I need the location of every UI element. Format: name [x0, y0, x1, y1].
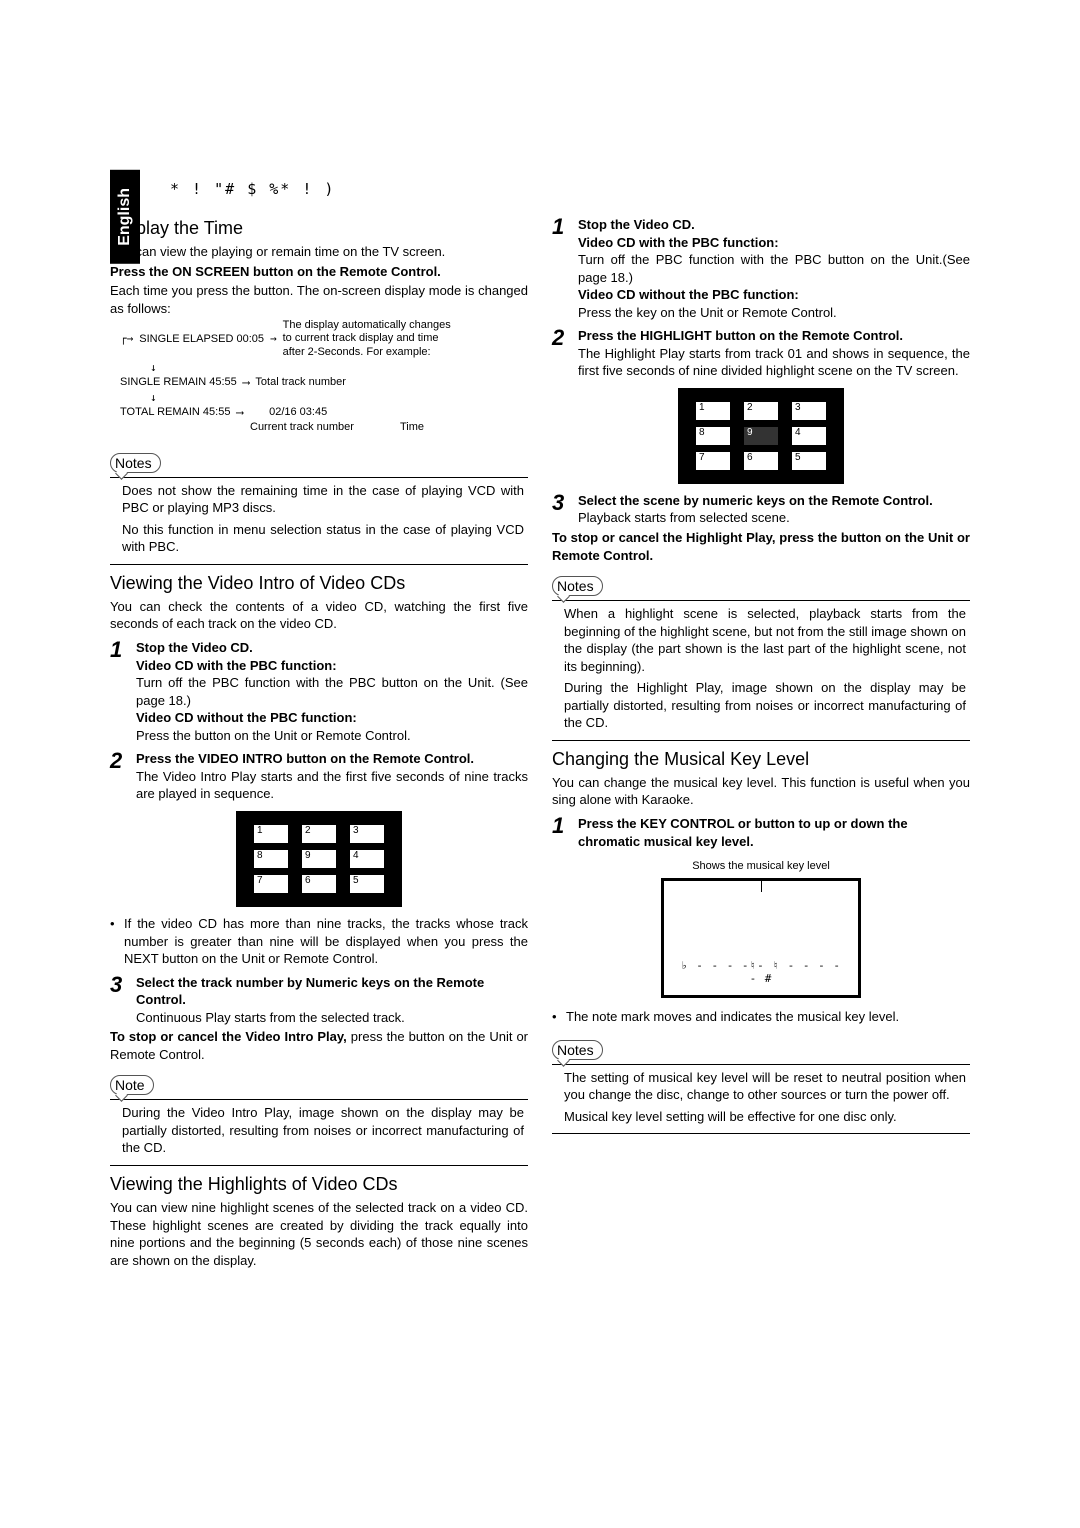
text: You can view the playing or remain time … — [110, 243, 528, 261]
header-symbols: * ! "# $ %* ! ) — [170, 180, 970, 198]
notes-label: Notes — [110, 453, 161, 473]
step-title: Select the scene by numeric keys on the … — [578, 492, 970, 510]
time-display-diagram: ┌→ SINGLE ELAPSED 00:05 → The display au… — [110, 319, 528, 433]
bullet-text: The note mark moves and indicates the mu… — [566, 1008, 899, 1026]
grid-cell: 2 — [743, 401, 779, 421]
step-sub: The Highlight Play starts from track 01 … — [578, 345, 970, 380]
diag-label: Current track number — [250, 421, 354, 433]
note-text: Does not show the remaining time in the … — [110, 482, 528, 521]
note-text: When a highlight scene is selected, play… — [552, 605, 970, 679]
diag-label: Time — [400, 421, 424, 433]
grid-cell: 3 — [349, 824, 385, 844]
scene-grid: 1 2 3 8 9 4 7 6 5 — [236, 811, 402, 907]
step-title: Press the VIDEO INTRO button on the Remo… — [136, 750, 528, 768]
step-number: 2 — [552, 327, 570, 349]
diag-label: SINGLE REMAIN 45:55 — [120, 376, 237, 388]
grid-cell: 9 — [743, 426, 779, 446]
grid-cell: 8 — [253, 849, 289, 869]
diag-label: SINGLE ELAPSED 00:05 — [139, 333, 264, 345]
text: To stop or cancel the Video Intro Play, … — [110, 1028, 528, 1063]
text-bold: To stop or cancel the Highlight Play, pr… — [552, 529, 970, 564]
diag-counter: 02/16 03:45 — [269, 406, 327, 418]
divider — [110, 477, 528, 478]
text: Each time you press the button. The on-s… — [110, 282, 528, 317]
step-sub-bold: Video CD without the PBC function: — [136, 709, 528, 727]
diag-label: TOTAL REMAIN 45:55 — [120, 406, 230, 418]
step-number: 1 — [552, 216, 570, 238]
key-caption: Shows the musical key level — [661, 860, 861, 872]
notes-label: Notes — [552, 576, 603, 596]
step-sub: Press the button on the Unit or Remote C… — [136, 727, 528, 745]
grid-cell: 6 — [743, 451, 779, 471]
heading-display-time: Display the Time — [110, 218, 528, 239]
heading-highlights: Viewing the Highlights of Video CDs — [110, 1174, 528, 1195]
step-number: 2 — [110, 750, 128, 772]
step-sub: Turn off the PBC function with the PBC b… — [578, 251, 970, 286]
text: You can change the musical key level. Th… — [552, 774, 970, 809]
divider — [552, 740, 970, 741]
step-number: 1 — [552, 815, 570, 837]
diag-desc: The display automatically changes to cur… — [283, 319, 463, 359]
step-sub-bold: Video CD with the PBC function: — [578, 234, 970, 252]
right-column: 1 Stop the Video CD. Video CD with the P… — [552, 210, 970, 1271]
divider — [110, 564, 528, 565]
scene-grid: 1 2 3 8 9 4 7 6 5 — [678, 388, 844, 484]
text-bold: To stop or cancel the Video Intro Play, — [110, 1029, 347, 1044]
divider — [110, 1165, 528, 1166]
text: You can check the contents of a video CD… — [110, 598, 528, 633]
step-title: Select the track number by Numeric keys … — [136, 974, 528, 1009]
grid-cell: 2 — [301, 824, 337, 844]
left-column: Display the Time You can view the playin… — [110, 210, 528, 1271]
grid-cell: 1 — [253, 824, 289, 844]
step-sub: Press the key on the Unit or Remote Cont… — [578, 304, 970, 322]
divider — [110, 1099, 528, 1100]
note-text: During the Video Intro Play, image shown… — [110, 1104, 528, 1161]
grid-cell: 8 — [695, 426, 731, 446]
step-sub-bold: Video CD with the PBC function: — [136, 657, 528, 675]
diag-label: Total track number — [255, 376, 345, 388]
note-label: Note — [110, 1075, 154, 1095]
heading-key-level: Changing the Musical Key Level — [552, 749, 970, 770]
grid-cell: 5 — [349, 874, 385, 894]
key-scale: ♭ - - - -♮- ♮ - - - - - # — [674, 959, 848, 985]
grid-cell: 3 — [791, 401, 827, 421]
divider — [552, 1064, 970, 1065]
grid-cell: 4 — [349, 849, 385, 869]
note-text: The setting of musical key level will be… — [552, 1069, 970, 1108]
divider — [552, 1133, 970, 1134]
grid-cell: 7 — [695, 451, 731, 471]
bullet-text: If the video CD has more than nine track… — [124, 915, 528, 968]
step-title: Press the HIGHLIGHT button on the Remote… — [578, 327, 970, 345]
step-title: Stop the Video CD. — [136, 639, 528, 657]
step-number: 1 — [110, 639, 128, 661]
grid-cell: 1 — [695, 401, 731, 421]
step-title: Stop the Video CD. — [578, 216, 970, 234]
note-text: No this function in menu selection statu… — [110, 521, 528, 560]
key-box: ♭ - - - -♮- ♮ - - - - - # — [661, 878, 861, 998]
step-sub: Continuous Play starts from the selected… — [136, 1009, 528, 1027]
heading-video-intro: Viewing the Video Intro of Video CDs — [110, 573, 528, 594]
step-sub-bold: Video CD without the PBC function: — [578, 286, 970, 304]
note-text: During the Highlight Play, image shown o… — [552, 679, 970, 736]
step-title: Press the KEY CONTROL or button to up or… — [578, 815, 970, 850]
key-level-display: Shows the musical key level ♭ - - - -♮- … — [661, 860, 861, 998]
step-sub: Playback starts from selected scene. — [578, 509, 970, 527]
step-sub: The Video Intro Play starts and the firs… — [136, 768, 528, 803]
grid-cell: 6 — [301, 874, 337, 894]
language-tab: English — [110, 170, 140, 264]
step-number: 3 — [552, 492, 570, 514]
notes-label: Notes — [552, 1040, 603, 1060]
step-number: 3 — [110, 974, 128, 996]
grid-cell: 9 — [301, 849, 337, 869]
note-text: Musical key level setting will be effect… — [552, 1108, 970, 1130]
grid-cell: 4 — [791, 426, 827, 446]
text-bold: Press the ON SCREEN button on the Remote… — [110, 263, 528, 281]
grid-cell: 5 — [791, 451, 827, 471]
step-sub: Turn off the PBC function with the PBC b… — [136, 674, 528, 709]
text: You can view nine highlight scenes of th… — [110, 1199, 528, 1269]
grid-cell: 7 — [253, 874, 289, 894]
divider — [552, 600, 970, 601]
